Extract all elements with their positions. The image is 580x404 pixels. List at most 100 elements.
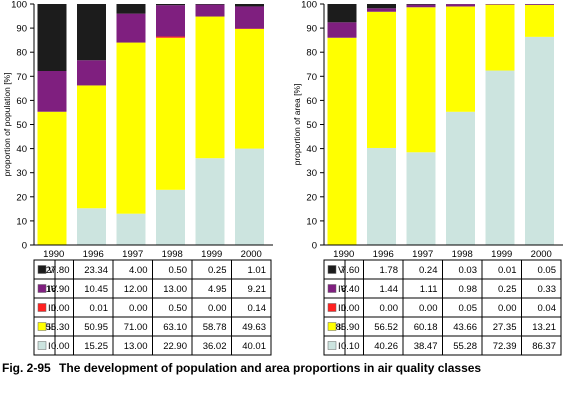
- bar-V-1997: [406, 4, 436, 5]
- legend-swatch-III: [37, 303, 47, 312]
- table-cell-II-1999: 58.78: [203, 322, 227, 333]
- y-tick-label: 70: [16, 72, 27, 83]
- table-cell-I-1997: 38.47: [414, 341, 438, 352]
- legend-label-II: II: [48, 322, 53, 333]
- x-tick-label: 1999: [201, 249, 222, 260]
- bar-IV-1999: [195, 4, 225, 17]
- bar-I-1997: [116, 213, 146, 245]
- table-cell-III-1997: 0.00: [419, 303, 438, 314]
- bar-V-1998: [156, 4, 185, 6]
- table-cell-IV-1999: 0.25: [498, 284, 517, 295]
- figure-caption: Fig. 2-95 The development of population …: [2, 361, 481, 375]
- y-tick-label: 90: [306, 24, 317, 35]
- legend-swatch-V: [37, 265, 47, 274]
- table-cell-V-1997: 0.24: [419, 265, 438, 276]
- y-tick-label: 10: [16, 216, 27, 227]
- bar-V-1999: [195, 4, 225, 5]
- bar-I-1996: [77, 208, 106, 245]
- y-tick-label: 100: [11, 0, 27, 11]
- table-cell-II-1990: 85.90: [336, 322, 360, 333]
- table-cell-I-1990: 0.10: [341, 341, 360, 352]
- y-tick-label: 40: [306, 144, 317, 155]
- bar-II-1998: [156, 37, 185, 190]
- table-cell-V-1990: 27.80: [46, 265, 70, 276]
- table-cell-III-1996: 0.00: [380, 303, 399, 314]
- bar-IV-1996: [77, 60, 106, 86]
- y-tick-label: 50: [306, 120, 317, 131]
- table-cell-I-2000: 86.37: [532, 341, 556, 352]
- legend-swatch-II: [327, 322, 337, 331]
- y-axis-label: proportion of population [%]: [2, 73, 12, 177]
- table-cell-IV-1997: 1.11: [420, 284, 438, 295]
- bar-V-1996: [367, 4, 396, 9]
- legend-label-III: III: [338, 303, 346, 314]
- table-cell-I-1998: 55.28: [453, 341, 477, 352]
- x-tick-label: 1990: [333, 249, 354, 260]
- x-tick-label: 1997: [412, 249, 433, 260]
- table-cell-V-1998: 0.03: [459, 265, 478, 276]
- table-cell-III-1998: 0.05: [459, 303, 478, 314]
- table-cell-V-1997: 4.00: [129, 265, 148, 276]
- bar-V-1990: [37, 4, 67, 71]
- bar-I-1997: [406, 152, 436, 245]
- bar-II-2000: [235, 28, 264, 149]
- bar-II-1990: [327, 37, 357, 245]
- table-cell-V-2000: 1.01: [248, 265, 267, 276]
- table-cell-I-1997: 13.00: [124, 341, 148, 352]
- legend-label-V: V: [48, 265, 55, 276]
- bar-II-1996: [367, 11, 396, 148]
- bar-IV-2000: [235, 6, 264, 29]
- y-tick-label: 10: [306, 216, 317, 227]
- bar-IV-1990: [327, 22, 357, 38]
- bar-IV-1997: [116, 13, 146, 43]
- legend-label-V: V: [338, 265, 345, 276]
- table-cell-V-1999: 0.25: [208, 265, 227, 276]
- bar-I-1996: [367, 147, 396, 245]
- bar-II-1998: [446, 6, 475, 112]
- table-cell-I-1996: 40.26: [374, 341, 398, 352]
- bar-II-1990: [37, 111, 67, 246]
- legend-label-I: I: [48, 341, 51, 352]
- table-cell-V-1998: 0.50: [169, 265, 188, 276]
- bar-V-1996: [77, 4, 106, 61]
- table-cell-I-1999: 36.02: [203, 341, 227, 352]
- legend-swatch-III: [327, 303, 337, 312]
- table-cell-II-1997: 71.00: [124, 322, 148, 333]
- x-tick-label: 1996: [83, 249, 104, 260]
- table-cell-V-1990: 7.60: [341, 265, 360, 276]
- bar-II-1996: [77, 85, 106, 209]
- legend-swatch-I: [327, 341, 337, 350]
- legend-label-I: I: [338, 341, 341, 352]
- bar-I-1998: [446, 111, 475, 245]
- y-axis-label: proportion of area [%]: [292, 84, 302, 166]
- table-cell-V-1996: 23.34: [84, 265, 108, 276]
- x-tick-label: 2000: [531, 249, 552, 260]
- x-tick-label: 2000: [241, 249, 262, 260]
- legend-swatch-V: [327, 265, 337, 274]
- table-cell-III-1990: 0.00: [51, 303, 70, 314]
- bar-II-1999: [485, 4, 515, 71]
- bar-IV-1998: [156, 5, 185, 37]
- table-cell-III-1999: 0.00: [208, 303, 227, 314]
- table-cell-II-1990: 55.30: [46, 322, 70, 333]
- figure-number: Fig. 2-95: [2, 361, 51, 375]
- bar-IV-2000: [525, 4, 554, 5]
- y-tick-label: 20: [16, 192, 27, 203]
- x-tick-label: 1997: [122, 249, 143, 260]
- bar-IV-1990: [37, 70, 67, 112]
- table-cell-II-1996: 56.52: [374, 322, 398, 333]
- table-cell-V-1999: 0.01: [498, 265, 517, 276]
- table-cell-V-1996: 1.78: [380, 265, 399, 276]
- bar-I-1999: [485, 70, 515, 245]
- bar-IV-1997: [406, 4, 436, 8]
- table-cell-IV-1996: 1.44: [380, 284, 399, 295]
- y-tick-label: 20: [306, 192, 317, 203]
- bar-I-1998: [156, 189, 185, 245]
- y-tick-label: 90: [16, 24, 27, 35]
- y-tick-label: 80: [306, 48, 317, 59]
- table-cell-II-1998: 43.66: [453, 322, 477, 333]
- bar-I-2000: [235, 148, 264, 245]
- table-cell-IV-1990: 6.40: [341, 284, 360, 295]
- bar-I-1999: [195, 158, 225, 245]
- legend-label-II: II: [338, 322, 343, 333]
